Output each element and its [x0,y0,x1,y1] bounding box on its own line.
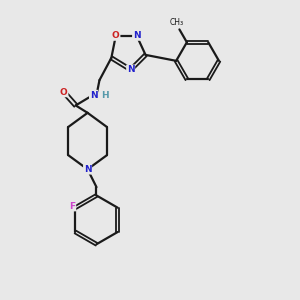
Text: H: H [101,91,109,100]
Text: N: N [127,65,134,74]
Text: N: N [90,91,97,100]
Text: O: O [60,88,68,97]
Text: N: N [133,31,140,40]
Text: F: F [69,202,76,211]
Text: O: O [112,31,120,40]
Text: CH₃: CH₃ [170,18,184,27]
Text: N: N [84,165,92,174]
